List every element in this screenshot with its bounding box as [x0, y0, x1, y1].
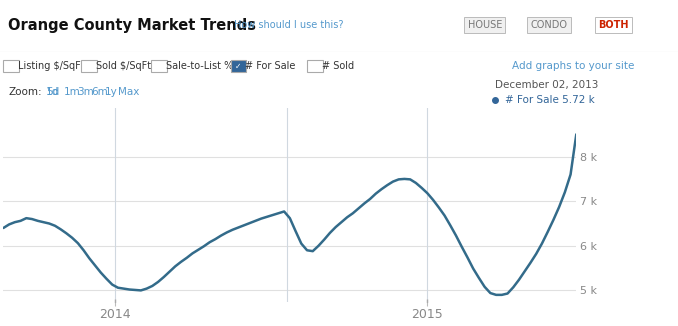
Text: 1d: 1d	[46, 87, 60, 97]
Text: Add graphs to your site: Add graphs to your site	[512, 61, 634, 71]
Text: # Sold: # Sold	[322, 61, 354, 71]
Text: # For Sale 5.72 k: # For Sale 5.72 k	[505, 95, 595, 105]
Text: 3m: 3m	[77, 87, 94, 97]
FancyBboxPatch shape	[231, 60, 246, 72]
Text: # For Sale: # For Sale	[245, 61, 296, 71]
Text: December 02, 2013: December 02, 2013	[495, 80, 598, 90]
Text: Max: Max	[118, 87, 140, 97]
FancyBboxPatch shape	[3, 60, 19, 72]
Text: 5d: 5d	[46, 87, 60, 97]
Text: BOTH: BOTH	[599, 20, 629, 30]
Text: How should I use this?: How should I use this?	[234, 20, 344, 30]
Text: Zoom:: Zoom:	[8, 87, 42, 97]
Text: CONDO: CONDO	[531, 20, 567, 30]
Text: Orange County Market Trends: Orange County Market Trends	[8, 18, 256, 33]
Text: Listing $/SqFt: Listing $/SqFt	[18, 61, 85, 71]
Text: 1m: 1m	[64, 87, 81, 97]
FancyBboxPatch shape	[151, 60, 167, 72]
Text: 1y: 1y	[104, 87, 117, 97]
Text: HOUSE: HOUSE	[468, 20, 502, 30]
Text: 6m: 6m	[91, 87, 108, 97]
FancyBboxPatch shape	[307, 60, 323, 72]
Text: Sale-to-List %: Sale-to-List %	[166, 61, 233, 71]
Text: ✓: ✓	[235, 62, 241, 70]
FancyBboxPatch shape	[81, 60, 97, 72]
Text: Sold $/SqFt: Sold $/SqFt	[96, 61, 151, 71]
